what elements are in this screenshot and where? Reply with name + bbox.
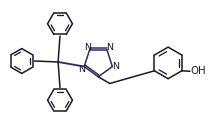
Text: OH: OH [190,66,206,76]
Text: N: N [84,43,91,52]
Text: N: N [106,43,113,52]
Text: N: N [112,62,119,71]
Text: N: N [78,65,85,74]
